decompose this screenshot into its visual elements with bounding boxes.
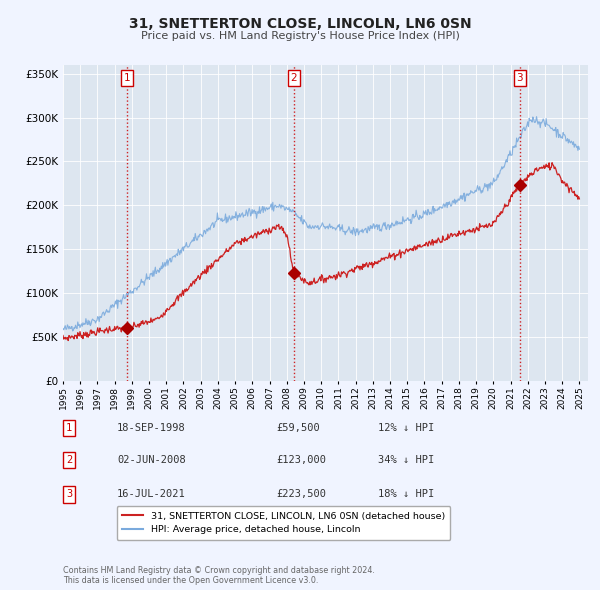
Text: 16-JUL-2021: 16-JUL-2021	[117, 490, 186, 499]
Text: 3: 3	[66, 490, 72, 499]
Text: Price paid vs. HM Land Registry's House Price Index (HPI): Price paid vs. HM Land Registry's House …	[140, 31, 460, 41]
Text: 02-JUN-2008: 02-JUN-2008	[117, 455, 186, 465]
Text: 12% ↓ HPI: 12% ↓ HPI	[378, 423, 434, 432]
Text: Contains HM Land Registry data © Crown copyright and database right 2024.
This d: Contains HM Land Registry data © Crown c…	[63, 566, 375, 585]
Text: 1: 1	[66, 423, 72, 432]
Text: 18-SEP-1998: 18-SEP-1998	[117, 423, 186, 432]
Text: 2: 2	[290, 73, 298, 83]
Text: 1: 1	[124, 73, 130, 83]
Text: £123,000: £123,000	[276, 455, 326, 465]
Text: 2: 2	[66, 455, 72, 465]
Text: £59,500: £59,500	[276, 423, 320, 432]
Text: 3: 3	[517, 73, 523, 83]
Text: 31, SNETTERTON CLOSE, LINCOLN, LN6 0SN: 31, SNETTERTON CLOSE, LINCOLN, LN6 0SN	[128, 17, 472, 31]
Text: £223,500: £223,500	[276, 490, 326, 499]
Legend: 31, SNETTERTON CLOSE, LINCOLN, LN6 0SN (detached house), HPI: Average price, det: 31, SNETTERTON CLOSE, LINCOLN, LN6 0SN (…	[116, 506, 451, 540]
Text: 34% ↓ HPI: 34% ↓ HPI	[378, 455, 434, 465]
Text: 18% ↓ HPI: 18% ↓ HPI	[378, 490, 434, 499]
